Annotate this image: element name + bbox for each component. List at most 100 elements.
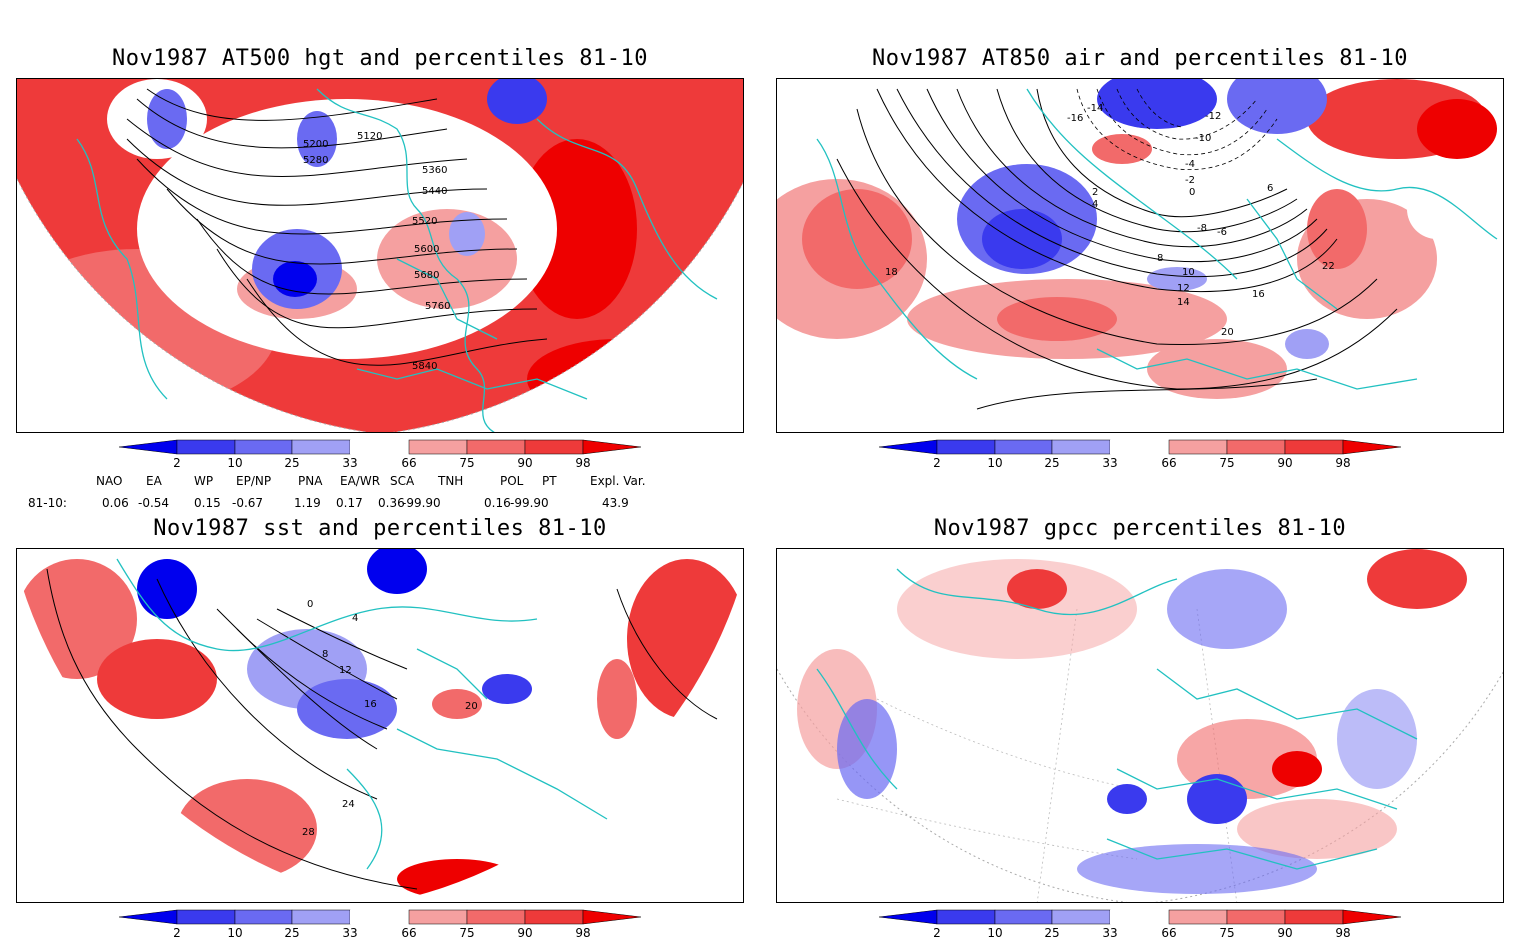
contour-label: 20 bbox=[1221, 327, 1234, 338]
index-header: EA bbox=[146, 474, 162, 488]
contour-label: 0 bbox=[307, 599, 313, 610]
contour-label: -14 bbox=[1087, 103, 1103, 114]
index-value: 0.36 bbox=[378, 496, 405, 510]
index-value: -99.90 bbox=[510, 496, 549, 510]
colorbar-segment bbox=[408, 439, 468, 455]
index-header: WP bbox=[194, 474, 214, 488]
map-hgt-svg: 5120 5200 5280 5360 5440 5520 5600 5680 … bbox=[17, 79, 743, 432]
contour-label: 12 bbox=[339, 665, 352, 676]
colorbar-label: 66 bbox=[1161, 456, 1177, 470]
colorbar-label: 33 bbox=[1102, 456, 1118, 470]
contour-label: 5360 bbox=[422, 165, 447, 176]
colorbar-segment bbox=[466, 439, 526, 455]
contour-label: 4 bbox=[352, 613, 358, 624]
index-value: 1.19 bbox=[294, 496, 321, 510]
contour-label: -8 bbox=[1197, 223, 1207, 234]
contour-label: 0 bbox=[1189, 187, 1195, 198]
panel-title-gpcc: Nov1987 gpcc percentiles 81-10 bbox=[933, 516, 1347, 541]
contour-label: 8 bbox=[1157, 253, 1163, 264]
colorbar-segment bbox=[408, 909, 468, 925]
colorbar-segment bbox=[234, 439, 293, 455]
map-air: -16 -14 -12 -10 -8 -6 -4 -2 0 2 4 6 8 10… bbox=[776, 78, 1504, 433]
colorbar-segment bbox=[1051, 439, 1111, 455]
colorbar-segment bbox=[350, 440, 409, 454]
contour-label: -12 bbox=[1205, 111, 1221, 122]
map-sst-svg: 0 4 8 12 16 20 24 28 bbox=[17, 549, 743, 902]
colorbar-label: 33 bbox=[342, 456, 358, 470]
colorbar-segment bbox=[524, 909, 584, 925]
contour-label: 16 bbox=[364, 699, 377, 710]
colorbar-segment bbox=[1284, 439, 1344, 455]
colorbar-label: 90 bbox=[1277, 456, 1293, 470]
colorbar-arrow-high bbox=[1342, 439, 1402, 455]
colorbar-label: 25 bbox=[1044, 926, 1060, 940]
index-row-label: 81-10: bbox=[28, 496, 67, 510]
contour-label: 6 bbox=[1267, 183, 1273, 194]
colorbar-label: 90 bbox=[517, 926, 533, 940]
colorbar-arrow-high bbox=[582, 439, 642, 455]
colorbar-label: 98 bbox=[575, 926, 591, 940]
index-value: 0.17 bbox=[336, 496, 363, 510]
index-header: NAO bbox=[96, 474, 123, 488]
colorbar-segment bbox=[291, 439, 351, 455]
contour-label: 5760 bbox=[425, 301, 450, 312]
colorbar-segment bbox=[350, 910, 409, 924]
colorbar-hgt: 2 10 25 33 66 75 90 98 bbox=[115, 438, 645, 472]
contour-label: 5680 bbox=[414, 270, 439, 281]
colorbar-segment bbox=[1168, 909, 1228, 925]
colorbar-label: 75 bbox=[459, 926, 475, 940]
colorbar-segment bbox=[1168, 439, 1228, 455]
contour-label: 22 bbox=[1322, 261, 1335, 272]
index-header: TNH bbox=[438, 474, 464, 488]
index-header: POL bbox=[500, 474, 524, 488]
colorbar-label: 25 bbox=[284, 456, 300, 470]
colorbar-label: 66 bbox=[401, 456, 417, 470]
colorbar-label: 10 bbox=[987, 456, 1003, 470]
colorbar-arrow-high bbox=[582, 909, 642, 925]
colorbar-label: 10 bbox=[227, 456, 243, 470]
contour-label: 5520 bbox=[412, 216, 437, 227]
contour-label: -16 bbox=[1067, 113, 1083, 124]
contour-label: 20 bbox=[465, 701, 478, 712]
colorbar-svg bbox=[118, 909, 642, 925]
index-header: PT bbox=[542, 474, 557, 488]
contour-label: -4 bbox=[1185, 159, 1195, 170]
colorbar-label: 25 bbox=[284, 926, 300, 940]
colorbar-segment bbox=[994, 439, 1053, 455]
contour-label: 5120 bbox=[357, 131, 382, 142]
gpcc-land-anomalies bbox=[797, 549, 1467, 894]
contour-labels-sst: 0 4 8 12 16 20 24 28 bbox=[302, 599, 478, 838]
colorbar-segment bbox=[176, 439, 236, 455]
colorbar-segment bbox=[936, 909, 996, 925]
contour-labels-hgt: 5120 5200 5280 5360 5440 5520 5600 5680 … bbox=[303, 131, 450, 372]
colorbar-sst: 2 10 25 33 66 75 90 98 bbox=[115, 908, 645, 942]
colorbar-label: 90 bbox=[1277, 926, 1293, 940]
index-header: Expl. Var. bbox=[590, 474, 646, 488]
colorbar-label: 10 bbox=[227, 926, 243, 940]
colorbar-arrow-low bbox=[878, 439, 938, 455]
colorbar-segment bbox=[1110, 440, 1169, 454]
index-header: SCA bbox=[390, 474, 415, 488]
map-hgt: 5120 5200 5280 5360 5440 5520 5600 5680 … bbox=[16, 78, 744, 433]
colorbar-segment bbox=[176, 909, 236, 925]
contour-label: 12 bbox=[1177, 283, 1190, 294]
colorbar-label: 2 bbox=[933, 926, 941, 940]
colorbar-segment bbox=[1051, 909, 1111, 925]
colorbar-segment bbox=[291, 909, 351, 925]
contour-label: -6 bbox=[1217, 227, 1227, 238]
colorbar-label: 75 bbox=[459, 456, 475, 470]
colorbar-svg bbox=[878, 439, 1402, 455]
contour-label: 14 bbox=[1177, 297, 1190, 308]
contour-label: 5840 bbox=[412, 361, 437, 372]
map-air-svg: -16 -14 -12 -10 -8 -6 -4 -2 0 2 4 6 8 10… bbox=[777, 79, 1503, 432]
colorbar-segment bbox=[994, 909, 1053, 925]
colorbar-label: 33 bbox=[1102, 926, 1118, 940]
index-value: 43.9 bbox=[602, 496, 629, 510]
colorbar-segment bbox=[234, 909, 293, 925]
index-value: -0.67 bbox=[232, 496, 264, 510]
index-header: EP/NP bbox=[236, 474, 272, 488]
colorbar-segment bbox=[466, 909, 526, 925]
contour-label: 16 bbox=[1252, 289, 1265, 300]
contour-label: 2 bbox=[1092, 187, 1098, 198]
colorbar-label: 75 bbox=[1219, 926, 1235, 940]
